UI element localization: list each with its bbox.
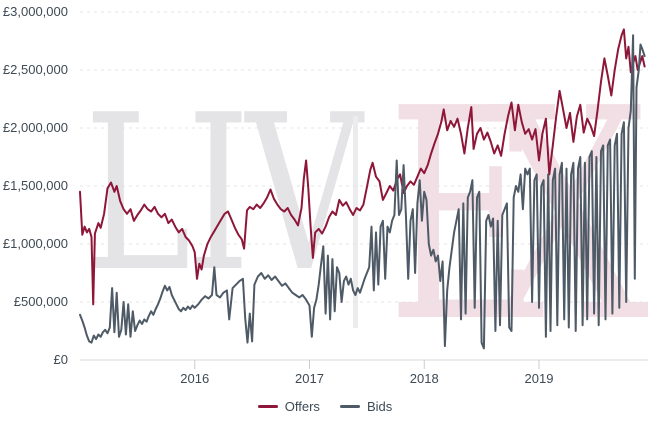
bids-line-swatch [339, 405, 360, 408]
y-axis-label: £2,500,000 [2, 62, 68, 77]
legend-item-bids[interactable]: Bids [339, 399, 393, 414]
offers-line [79, 28, 646, 306]
x-axis-label: 2017 [295, 371, 324, 386]
watermark-liv-text: LIV [84, 68, 362, 319]
bids-line [79, 34, 646, 350]
legend: Offers Bids [0, 399, 650, 414]
x-axis-label: 2016 [180, 371, 210, 386]
y-axis-label: £500,000 [13, 294, 68, 309]
x-axis-label: 2018 [409, 371, 439, 386]
y-axis-label: £3,000,000 [2, 4, 68, 19]
y-axis-label: £1,500,000 [2, 178, 68, 193]
x-axis-label: 2019 [524, 371, 554, 386]
legend-label-offers: Offers [284, 399, 320, 414]
legend-label-bids: Bids [366, 399, 393, 414]
watermark-divider-bar [353, 116, 358, 328]
y-axis-label: £2,000,000 [2, 120, 68, 135]
y-axis-label: £1,000,000 [2, 236, 68, 251]
legend-item-offers[interactable]: Offers [257, 399, 320, 414]
y-axis-label: £0 [53, 352, 68, 367]
offers-line-swatch [257, 405, 278, 408]
